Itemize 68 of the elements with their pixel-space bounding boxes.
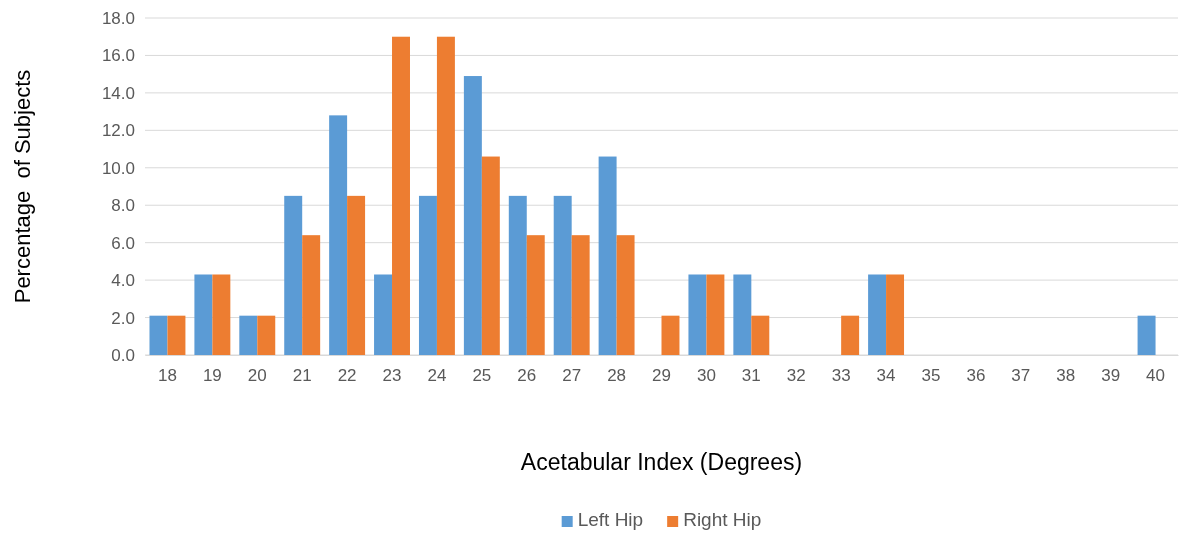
y-tick-label: 4.0 — [111, 271, 135, 291]
x-tick-label: 25 — [472, 366, 492, 386]
y-tick-label: 12.0 — [101, 121, 135, 141]
bar — [284, 195, 303, 355]
x-tick-label: 18 — [158, 366, 177, 386]
y-tick-label: 10.0 — [101, 158, 135, 178]
bar — [688, 274, 707, 355]
x-tick-label: 40 — [1146, 366, 1165, 386]
x-tick-label: 27 — [562, 366, 582, 386]
bar — [302, 235, 321, 355]
x-tick-label: 28 — [607, 366, 627, 386]
bar — [212, 274, 231, 355]
y-axis-title: Percentage of Subjects — [10, 69, 35, 304]
x-tick-label: 31 — [741, 366, 761, 386]
x-axis-title: Acetabular Index (Degrees) — [520, 449, 803, 475]
bar — [481, 156, 500, 355]
y-tick-label: 16.0 — [101, 46, 135, 66]
x-tick-label: 32 — [786, 366, 806, 386]
bar — [733, 274, 752, 355]
bar — [661, 315, 680, 355]
x-tick-label: 36 — [966, 366, 986, 386]
x-tick-label: 20 — [247, 366, 267, 386]
bar — [257, 315, 276, 355]
x-tick-label: 38 — [1056, 366, 1076, 386]
bar — [1137, 315, 1156, 355]
bar — [868, 274, 887, 355]
bar — [706, 274, 725, 355]
bar — [571, 235, 590, 355]
x-tick-label: 39 — [1101, 366, 1121, 386]
bar — [392, 36, 410, 355]
x-tick-label: 35 — [921, 366, 941, 386]
y-tick-label: 18.0 — [101, 8, 135, 28]
y-tick-label: 0.0 — [111, 345, 135, 365]
bar — [598, 156, 617, 355]
x-tick-label: 19 — [202, 366, 222, 386]
y-tick-label: 14.0 — [101, 83, 135, 103]
legend-label: Left Hip — [577, 509, 644, 530]
bar — [841, 315, 860, 355]
y-tick-label: 2.0 — [111, 308, 135, 328]
bar — [418, 195, 437, 355]
bar — [463, 76, 482, 355]
x-tick-label: 21 — [292, 366, 312, 386]
bar — [329, 115, 348, 355]
x-tick-label: 24 — [427, 366, 447, 386]
bar — [526, 235, 545, 355]
x-tick-label: 29 — [652, 366, 671, 386]
bar — [347, 195, 366, 355]
bar — [436, 36, 455, 355]
bar — [374, 274, 393, 355]
bar — [553, 195, 572, 355]
bar — [194, 274, 213, 355]
x-tick-label: 34 — [876, 366, 896, 386]
legend-label: Right Hip — [683, 509, 762, 530]
bar — [167, 315, 186, 355]
x-tick-label: 22 — [337, 366, 357, 386]
bar — [508, 195, 527, 355]
x-tick-label: 26 — [517, 366, 537, 386]
bar — [616, 235, 635, 355]
bar — [149, 315, 168, 355]
bar — [239, 315, 258, 355]
bar — [886, 274, 905, 355]
x-tick-label: 37 — [1011, 366, 1031, 386]
x-tick-label: 33 — [831, 366, 851, 386]
x-tick-label: 30 — [696, 366, 716, 386]
y-tick-label: 8.0 — [111, 196, 135, 216]
y-tick-label: 6.0 — [111, 233, 135, 253]
x-tick-label: 23 — [382, 366, 402, 386]
bar — [751, 315, 770, 355]
